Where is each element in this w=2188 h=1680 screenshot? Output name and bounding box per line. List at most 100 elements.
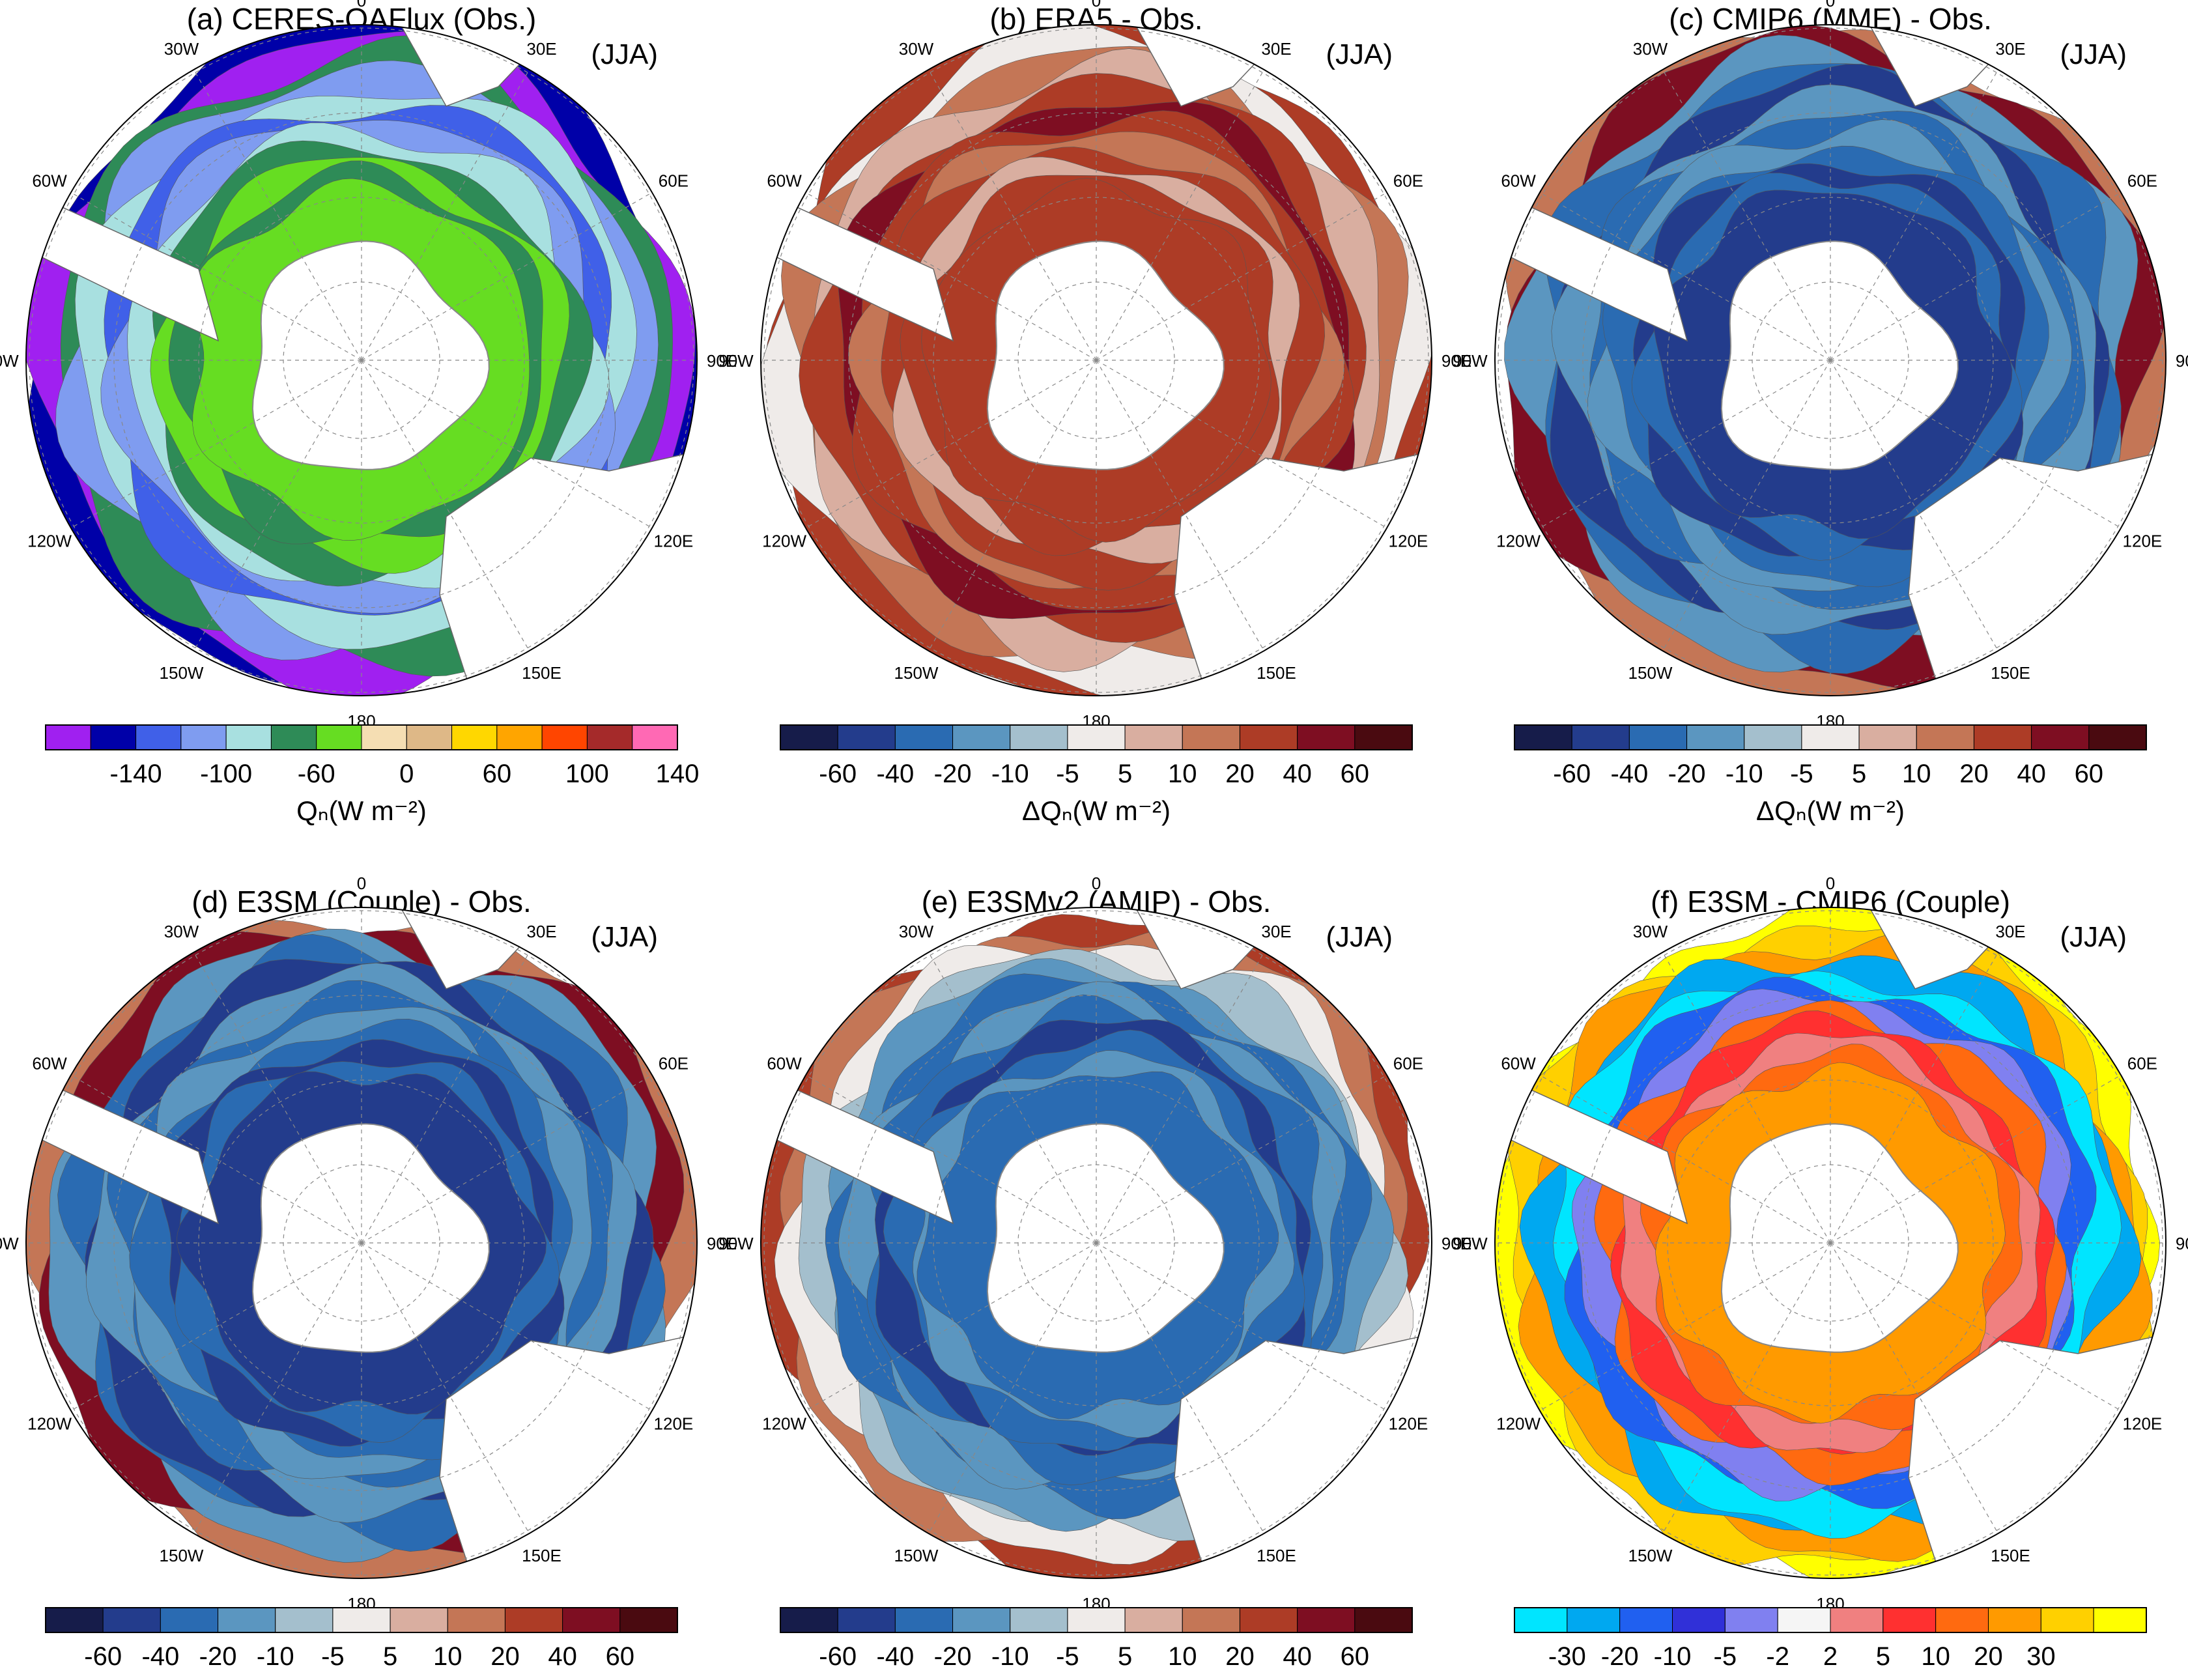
longitude-label: 30W	[164, 39, 199, 59]
antarctica-landmass	[1720, 240, 1959, 470]
panel-d: (d) E3SM (Couple) - Obs.(JJA)030E60E90E1…	[0, 874, 737, 1680]
latitude-line	[933, 197, 1260, 524]
colorbar-tick-label: -5	[1714, 1642, 1737, 1671]
panel-e: (e) E3SMv2 (AMIP) - Obs.(JJA)030E60E90E1…	[718, 874, 1471, 1680]
colorbar-tick-label: -10	[991, 1642, 1029, 1671]
south-america-landmass	[26, 190, 220, 342]
longitude-line	[1830, 952, 1999, 1244]
colorbar-tick-label: 5	[1852, 760, 1866, 788]
longitude-line	[1096, 952, 1265, 1244]
latitude-line	[1582, 995, 2079, 1491]
longitude-line	[805, 1074, 1097, 1244]
colorbar-swatch	[1744, 724, 1802, 750]
longitude-label: 150E	[1991, 1546, 2030, 1565]
colorbar-tick-label: 2	[1823, 1642, 1838, 1671]
season-label: (JJA)	[1326, 38, 1393, 70]
colorbar-tick-label: -100	[200, 760, 252, 788]
longitude-line	[805, 1242, 1097, 1412]
colorbar-tick-label: 20	[490, 1642, 520, 1671]
colorbar-tick-label: 40	[1283, 1642, 1312, 1671]
longitude-line	[1662, 360, 1831, 651]
colorbar-swatch	[632, 724, 678, 750]
longitude-line	[70, 360, 362, 529]
longitude-line	[1096, 192, 1387, 361]
longitude-line	[1830, 360, 1999, 651]
longitude-line	[1662, 952, 1831, 1244]
longitude-line	[1539, 360, 1831, 529]
colorbar-tick-label: -140	[110, 760, 162, 788]
longitude-label: 90E	[1442, 1234, 1471, 1253]
colorbar-swatch	[90, 724, 137, 750]
colorbar-swatch	[496, 724, 543, 750]
longitude-label: 0	[1092, 874, 1101, 893]
longitude-line	[1539, 1242, 1831, 1412]
colorbar-swatch	[780, 724, 838, 750]
colorbar-swatch	[390, 1607, 448, 1633]
colorbar-tick-label: 40	[1283, 760, 1312, 788]
colorbar-swatch	[837, 1607, 896, 1633]
south-america-landmass	[761, 1072, 954, 1225]
colorbar-swatch	[1239, 1607, 1298, 1633]
longitude-line	[361, 360, 653, 529]
colorbar-swatch	[225, 724, 272, 750]
colorbar-swatch	[447, 1607, 505, 1633]
longitude-line	[70, 192, 362, 361]
season-label: (JJA)	[2060, 921, 2127, 953]
colorbar-swatch	[1297, 724, 1356, 750]
longitude-line	[1096, 1242, 1387, 1412]
longitude-line	[1830, 1242, 1999, 1534]
colorbar-swatch	[1567, 1607, 1621, 1633]
colorbar-tick-label: -60	[84, 1642, 122, 1671]
longitude-line	[361, 1242, 530, 1534]
colorbar-swatch	[1672, 1607, 1726, 1633]
colorbar-tick-label: -5	[1056, 760, 1079, 788]
colorbar-tick-label: -60	[1553, 760, 1591, 788]
longitude-line	[193, 1242, 362, 1534]
season-label: (JJA)	[591, 921, 658, 953]
longitude-label: 120W	[27, 532, 72, 551]
colorbar-tick-label: 10	[1168, 760, 1197, 788]
south-america-landmass	[1495, 1072, 1688, 1225]
colorbar-swatch	[1571, 724, 1630, 750]
south-america-landmass	[1495, 190, 1688, 342]
south-america-landmass	[761, 190, 954, 342]
longitude-label: 90E	[707, 351, 737, 371]
colorbar-tick-label: 40	[548, 1642, 577, 1671]
colorbar-swatch	[952, 724, 1011, 750]
colorbar-tick-label: -20	[934, 760, 972, 788]
antarctica-landmass	[251, 1123, 490, 1353]
colorbar-swatch	[1010, 1607, 1068, 1633]
colorbar-tick-label: 20	[1225, 1642, 1255, 1671]
colorbar-swatch	[1354, 1607, 1413, 1633]
longitude-label: 30W	[899, 922, 934, 941]
longitude-label: 150E	[522, 663, 561, 683]
colorbar-tick-label: -10	[257, 1642, 294, 1671]
colorbar-swatch	[541, 724, 588, 750]
colorbar-tick-label: -60	[819, 760, 857, 788]
colorbar-swatch	[837, 724, 896, 750]
longitude-line	[1830, 360, 2122, 529]
longitude-label: 30E	[526, 39, 556, 59]
colorbar-tick-label: 30	[2026, 1642, 2056, 1671]
colorbar-tick-label: 10	[1921, 1642, 1950, 1671]
longitude-line	[1830, 1074, 2122, 1244]
colorbar-swatch	[1777, 1607, 1831, 1633]
longitude-label: 150W	[1628, 1546, 1673, 1565]
season-label: (JJA)	[2060, 38, 2127, 70]
colorbar-swatch	[275, 1607, 334, 1633]
colorbar: -30 -20 -10 -5 -2 2 5 10 20 30 ΔQₙ(W m⁻²)	[1514, 1607, 2147, 1680]
colorbar-swatch	[1124, 1607, 1183, 1633]
longitude-line	[361, 192, 653, 361]
colorbar-swatch	[1916, 724, 1974, 750]
longitude-label: 90E	[1442, 351, 1471, 371]
colorbar-tick-label: 5	[1118, 760, 1132, 788]
colorbar-swatch	[1239, 724, 1298, 750]
latitude-line	[848, 995, 1344, 1491]
longitude-line	[1096, 1242, 1265, 1534]
panel-c: (c) CMIP6 (MME) - Obs.(JJA)030E60E90E120…	[1453, 0, 2188, 826]
longitude-line	[1096, 360, 1265, 651]
longitude-label: 30E	[1995, 922, 2025, 941]
longitude-line	[1830, 1242, 2122, 1412]
longitude-label: 90W	[0, 351, 19, 371]
colorbar-swatch	[1883, 1607, 1937, 1633]
